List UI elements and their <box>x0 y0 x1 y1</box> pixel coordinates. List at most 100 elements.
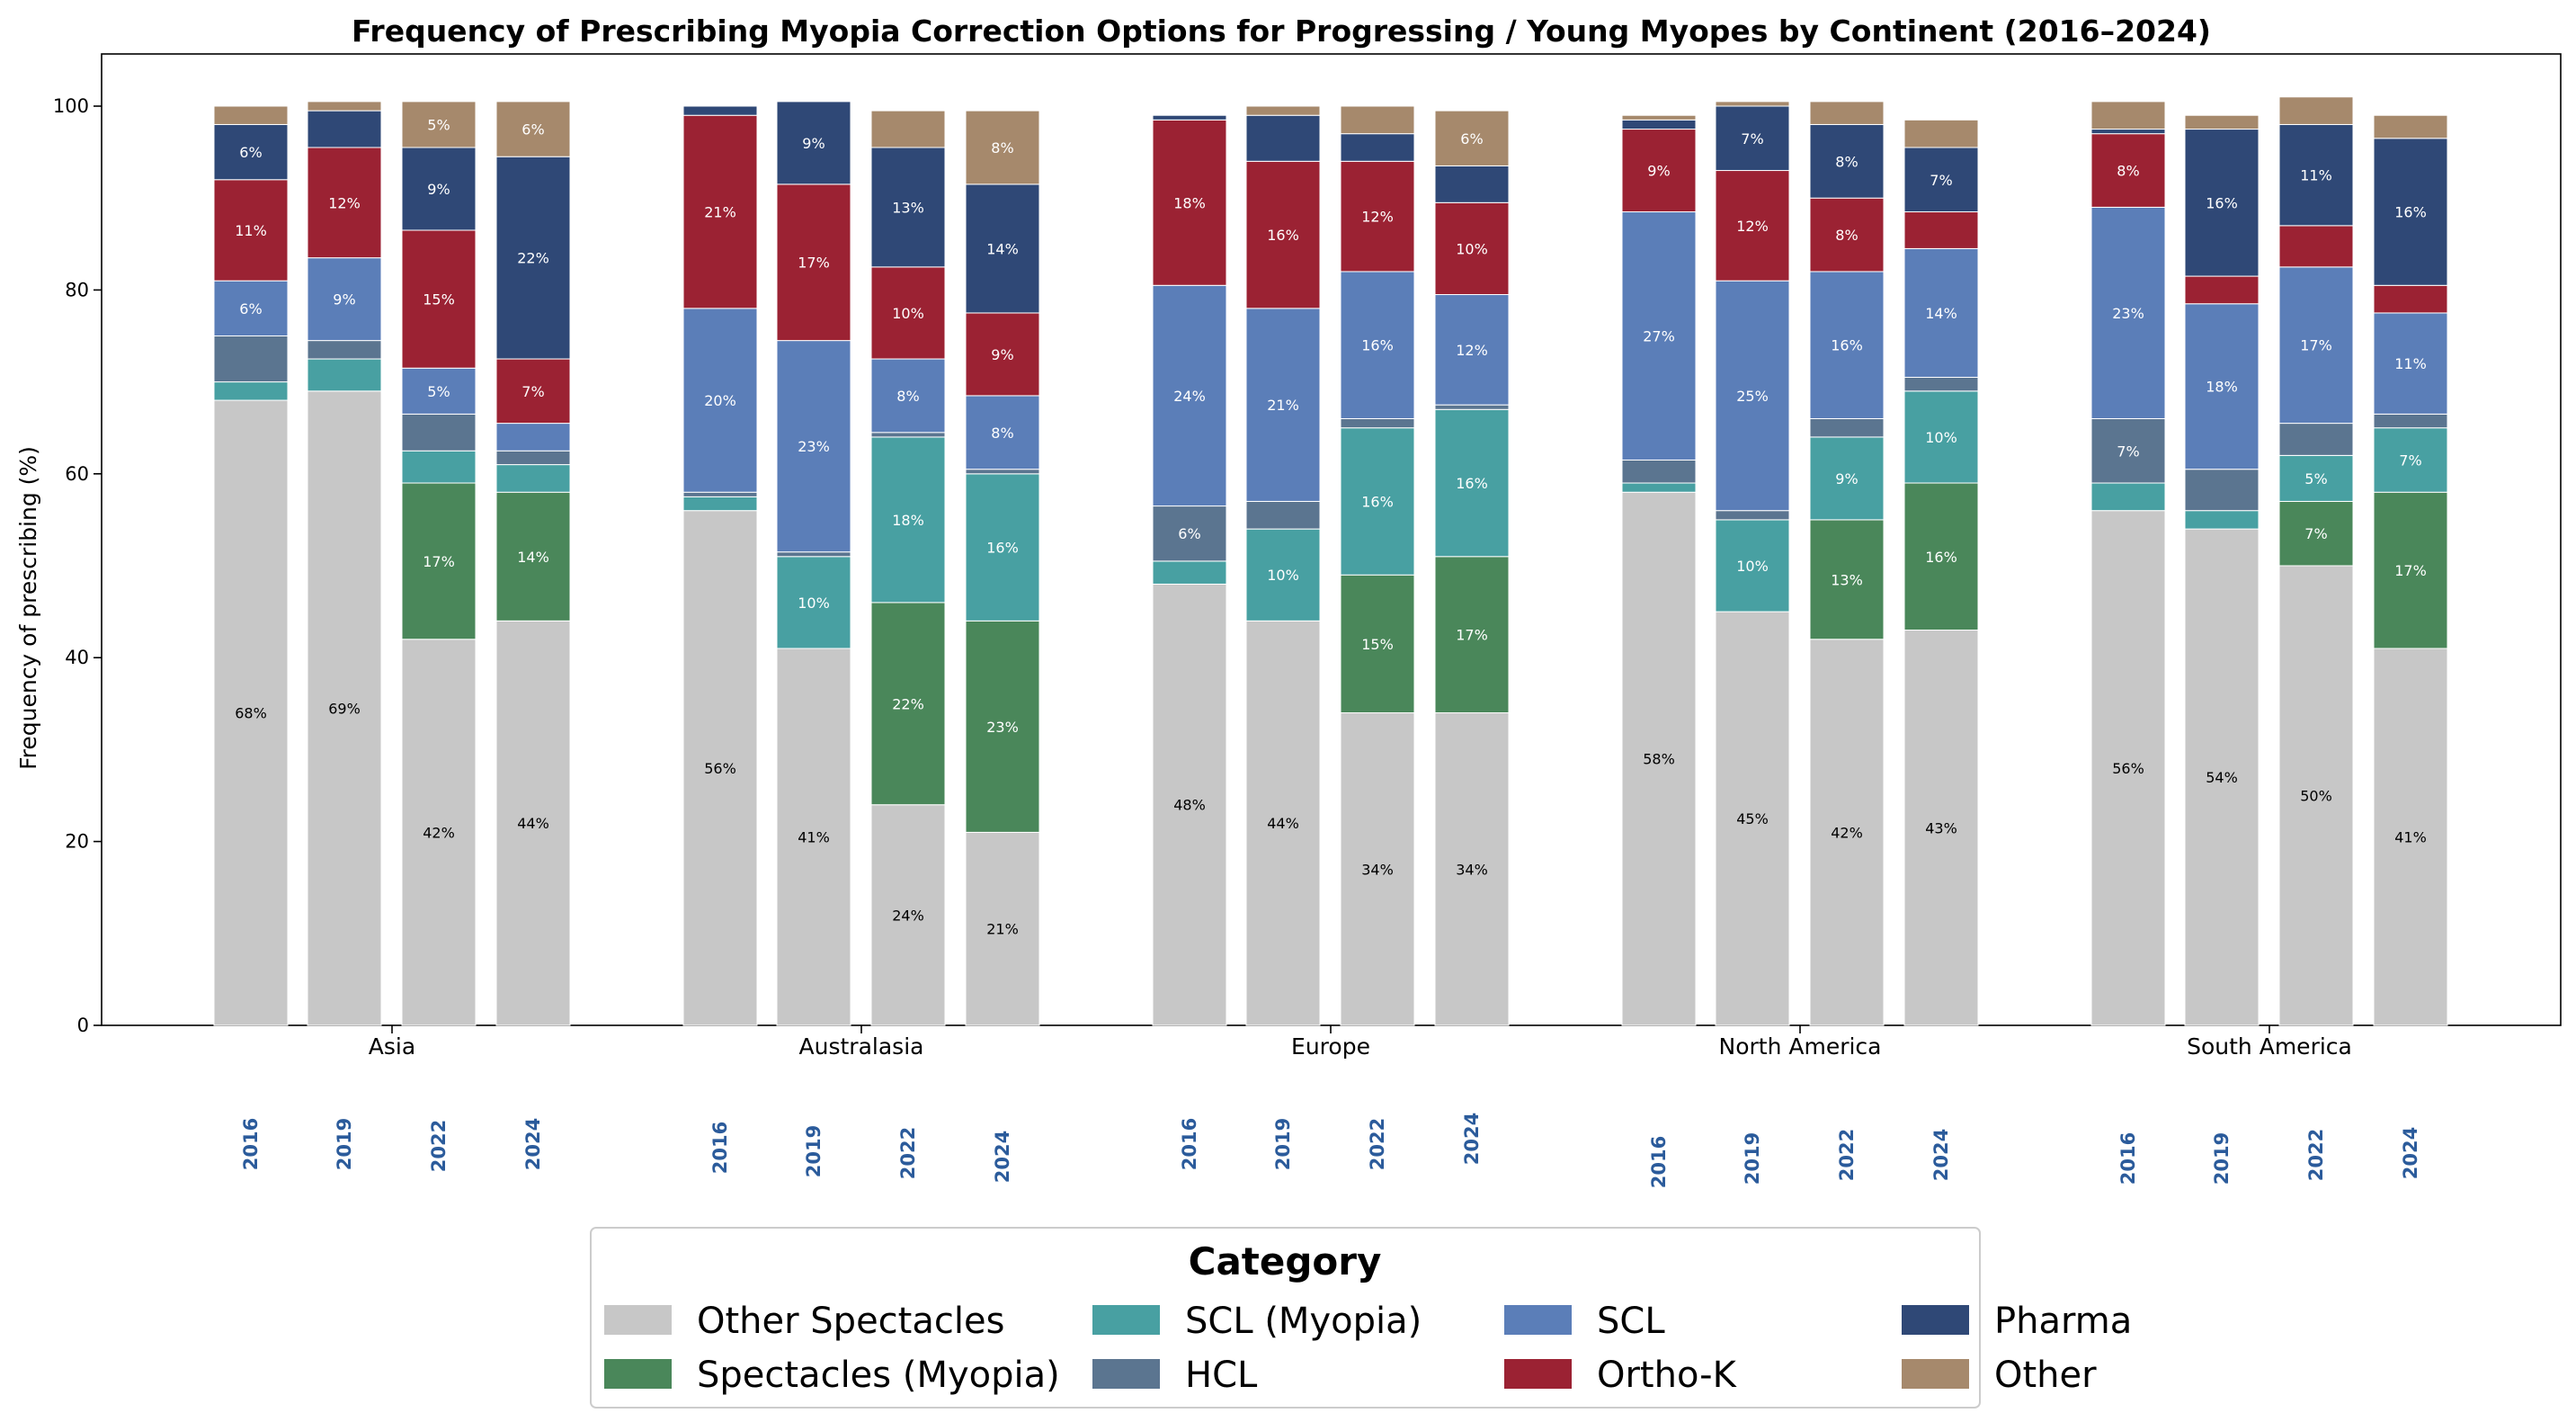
bar-value-label: 14% <box>986 240 1019 257</box>
bar-segment-europe-2024-scl <box>1434 294 1510 406</box>
bar-segment-south-america-2019-hcl <box>2184 469 2260 512</box>
bar-value-label: 8% <box>1835 227 1858 244</box>
bar-segment-europe-2024-hcl <box>1434 404 1510 410</box>
bar-value-label: 56% <box>2112 760 2144 777</box>
bar-segment-australasia-2022-scl <box>870 358 946 434</box>
bar-value-label: 12% <box>1456 342 1488 359</box>
bar-value-label: 24% <box>892 907 924 924</box>
bar-value-label: 8% <box>1835 153 1858 170</box>
year-label-europe-2024: 2024 <box>1461 1113 1483 1165</box>
bar-segment-south-america-2022-scl <box>2278 266 2354 425</box>
bar-segment-asia-2022-other-spectacles <box>401 639 477 1026</box>
bar-segment-asia-2022-scl <box>401 367 477 415</box>
y-tick-label: 20 <box>65 831 89 853</box>
bar-segment-europe-2022-other <box>1340 105 1415 135</box>
bar-value-label: 16% <box>1456 475 1488 492</box>
bar-segment-south-america-2024-scl-myopia <box>2373 427 2448 493</box>
bar-value-label: 23% <box>986 719 1019 736</box>
segment-labels-layer: 68% 6% 11% 6% 69% 9% 12% 42% 17% 5% 15% 9% 5% 44% 14% 7… <box>235 116 2427 937</box>
bar-segment-australasia-2019-scl-myopia <box>776 556 851 649</box>
bar-segment-europe-2016-hcl <box>1152 505 1227 562</box>
bar-value-label: 54% <box>2206 769 2238 786</box>
year-label-south-america-2019: 2019 <box>2211 1132 2233 1185</box>
bar-value-label: 7% <box>2399 452 2421 469</box>
y-tick-label: 60 <box>65 463 89 485</box>
bar-segment-asia-2022-hcl <box>401 413 477 452</box>
plot-axes: 0 20 40 60 80 100 <box>53 53 2562 1036</box>
bar-segment-europe-2022-other-spectacles <box>1340 712 1415 1026</box>
bar-value-label: 8% <box>896 388 919 405</box>
bar-value-label: 27% <box>1643 328 1675 345</box>
bar-value-label: 17% <box>2300 337 2332 354</box>
year-label-europe-2019: 2019 <box>1272 1118 1294 1170</box>
bar-value-label: 6% <box>239 300 262 317</box>
y-tick-label: 40 <box>65 647 89 668</box>
bar-value-label: 12% <box>328 194 361 211</box>
year-label-north-america-2024: 2024 <box>1930 1129 1952 1181</box>
bar-value-label: 11% <box>2394 355 2427 372</box>
bar-segment-asia-2019-hcl <box>307 340 382 360</box>
bar-value-label: 12% <box>1736 218 1769 235</box>
bar-segment-south-america-2024-ortho-k <box>2373 284 2448 314</box>
bar-segment-australasia-2022-spectacles-myopia <box>870 602 946 806</box>
bar-value-label: 23% <box>798 438 830 455</box>
bar-value-label: 20% <box>704 392 736 409</box>
continent-label-south-america: South America <box>2187 1033 2352 1060</box>
bar-segment-south-america-2019-other-spectacles <box>2184 528 2260 1026</box>
bar-segment-europe-2024-pharma <box>1434 165 1510 203</box>
bar-value-label: 17% <box>798 255 830 272</box>
bar-segment-australasia-2022-other <box>870 110 946 148</box>
bar-value-label: 8% <box>991 425 1013 442</box>
bar-segment-north-america-2022-other-spectacles <box>1809 639 1885 1026</box>
bar-value-label: 56% <box>704 760 736 777</box>
bar-segment-north-america-2016-other <box>1621 114 1697 121</box>
bar-segment-australasia-2022-pharma <box>870 147 946 268</box>
legend-label-pharma: Pharma <box>1994 1301 2132 1342</box>
bar-segment-asia-2016-pharma <box>213 123 289 181</box>
bar-segment-south-america-2022-pharma <box>2278 123 2354 227</box>
bar-segment-asia-2016-hcl <box>213 335 289 383</box>
bar-segment-north-america-2022-scl <box>1809 271 1885 419</box>
bar-segment-north-america-2024-scl <box>1903 247 1979 378</box>
bar-segment-australasia-2016-scl-myopia <box>682 496 758 512</box>
year-label-south-america-2024: 2024 <box>2400 1127 2421 1179</box>
bar-segment-south-america-2024-other <box>2373 114 2448 139</box>
legend: Category Other Spectacles SCL (Myopia) SCL… <box>590 1227 2132 1409</box>
bar-segment-asia-2019-pharma <box>307 110 382 148</box>
bar-segment-europe-2019-scl-myopia <box>1245 528 1321 622</box>
bar-value-label: 7% <box>2117 443 2139 460</box>
bar-segment-north-america-2024-ortho-k <box>1903 211 1979 249</box>
bar-segment-europe-2024-other-spectacles <box>1434 712 1510 1026</box>
bar-segment-asia-2016-other <box>213 105 289 125</box>
bar-value-label: 10% <box>892 305 924 322</box>
year-label-asia-2016: 2016 <box>240 1118 262 1170</box>
bar-segment-europe-2024-spectacles-myopia <box>1434 556 1510 714</box>
bar-segment-australasia-2024-other <box>965 110 1040 185</box>
bar-segment-asia-2016-ortho-k <box>213 179 289 282</box>
bar-segment-asia-2024-pharma <box>495 156 571 360</box>
year-label-europe-2016: 2016 <box>1179 1118 1200 1170</box>
bar-value-label: 12% <box>1361 209 1394 226</box>
bar-segment-asia-2022-spectacles-myopia <box>401 482 477 640</box>
bar-segment-asia-2022-pharma <box>401 147 477 231</box>
bar-value-label: 16% <box>1361 337 1394 354</box>
legend-swatch-scl-myopia <box>1092 1305 1160 1335</box>
bar-segment-asia-2019-ortho-k <box>307 147 382 259</box>
bar-segment-south-america-2024-scl <box>2373 312 2448 415</box>
bar-value-label: 23% <box>2112 305 2144 322</box>
bar-value-label: 6% <box>239 144 262 161</box>
bar-segment-europe-2019-other <box>1245 105 1321 116</box>
bar-segment-north-america-2019-scl <box>1715 280 1790 512</box>
bar-segment-asia-2016-scl-myopia <box>213 381 289 401</box>
bar-value-label: 42% <box>423 824 455 841</box>
bar-segment-north-america-2024-other-spectacles <box>1903 630 1979 1026</box>
bar-value-label: 44% <box>517 815 549 832</box>
bar-value-label: 9% <box>991 346 1013 363</box>
bar-segment-europe-2022-hcl <box>1340 417 1415 429</box>
legend-swatch-other <box>1902 1359 1969 1389</box>
bar-segment-australasia-2022-hcl <box>870 432 946 438</box>
bar-value-label: 14% <box>1925 305 1957 322</box>
bar-segment-europe-2022-scl-myopia <box>1340 427 1415 576</box>
bar-segment-australasia-2019-other-spectacles <box>776 648 851 1026</box>
bar-value-label: 18% <box>2206 379 2238 396</box>
